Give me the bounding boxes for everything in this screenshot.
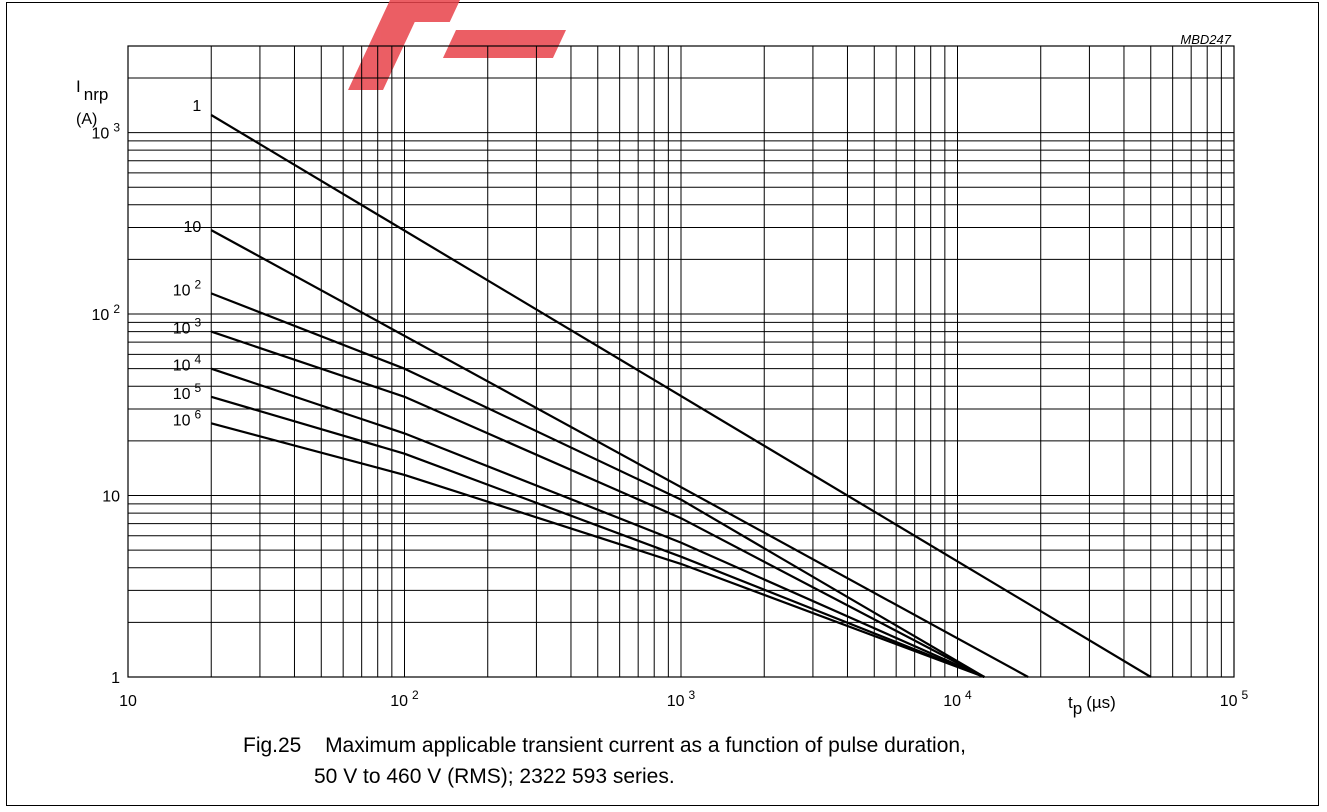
caption-text-1: Maximum applicable transient current as … bbox=[325, 734, 966, 757]
series-label: 10 2 bbox=[173, 277, 202, 299]
red-logo-watermark bbox=[348, 0, 567, 90]
series-label: 10 6 bbox=[173, 407, 202, 429]
series-label: 10 bbox=[183, 219, 201, 236]
chart-labels: MBD247 10 10 2 10 3 10 4 10 5 1 10 10 2 10 3 I nrp (A) tp(… bbox=[76, 32, 1249, 718]
series-line bbox=[210, 114, 1152, 678]
y-tick-label: 10 2 bbox=[92, 302, 121, 324]
x-tick-label: 10 3 bbox=[667, 688, 696, 710]
series-line bbox=[210, 229, 1029, 678]
curves bbox=[210, 114, 1152, 679]
y-tick-label: 10 3 bbox=[92, 121, 121, 143]
grid bbox=[127, 45, 1235, 678]
caption-line-2: 50 V to 460 V (RMS); 2322 593 series. bbox=[314, 762, 675, 792]
x-tick-label: 10 bbox=[119, 693, 137, 710]
caption-number: Fig.25 bbox=[243, 734, 302, 757]
x-tick-label: 10 5 bbox=[1220, 688, 1249, 710]
series-label: 10 5 bbox=[173, 381, 202, 403]
series-line bbox=[210, 292, 985, 678]
x-axis-label: tp (µs) bbox=[1068, 693, 1116, 718]
series-line bbox=[210, 367, 985, 679]
series-label: 1 bbox=[192, 98, 201, 115]
series-label: 10 3 bbox=[173, 316, 202, 338]
figure-frame bbox=[6, 2, 1319, 806]
series-line bbox=[210, 395, 985, 679]
series-line bbox=[210, 422, 985, 679]
series-line bbox=[210, 330, 985, 678]
series-label: 10 4 bbox=[173, 353, 202, 375]
y-tick-label: 10 bbox=[102, 489, 120, 506]
x-tick-label: 10 2 bbox=[390, 688, 419, 710]
y-tick-label: 1 bbox=[111, 670, 120, 687]
y-axis-unit: (A) bbox=[76, 111, 97, 128]
caption-text-2: 50 V to 460 V (RMS); 2322 593 series. bbox=[314, 765, 675, 788]
x-tick-label: 10 4 bbox=[943, 688, 972, 710]
caption-line-1: Fig.25 Maximum applicable transient curr… bbox=[243, 731, 966, 761]
figure-code: MBD247 bbox=[1180, 32, 1231, 47]
